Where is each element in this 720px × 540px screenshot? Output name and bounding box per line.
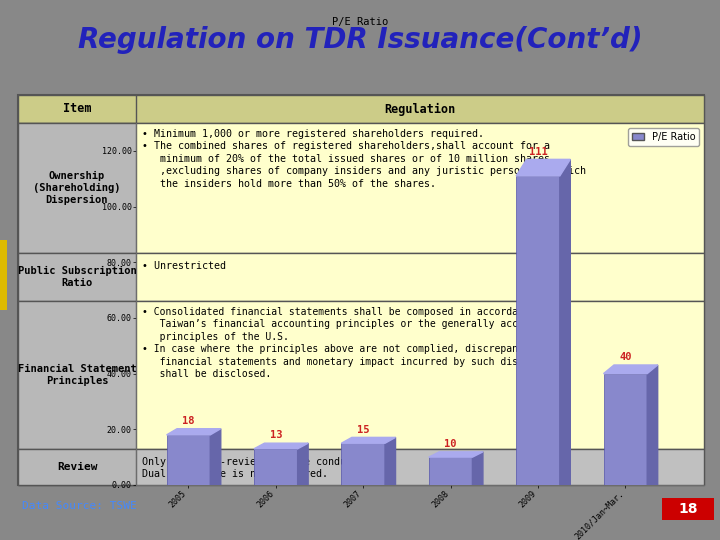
- Text: 111: 111: [528, 146, 547, 157]
- Text: • Consolidated financial statements shall be composed in accordance to
   Taiwan: • Consolidated financial statements shal…: [142, 307, 565, 379]
- Text: 15: 15: [357, 424, 369, 435]
- Text: Financial Statement
Principles: Financial Statement Principles: [17, 364, 136, 386]
- Polygon shape: [297, 443, 308, 485]
- Text: Regulation: Regulation: [384, 103, 456, 116]
- Bar: [18, 449, 136, 485]
- Text: Regulation on TDR Issuance(Cont’d): Regulation on TDR Issuance(Cont’d): [78, 26, 642, 54]
- Polygon shape: [385, 437, 395, 485]
- Polygon shape: [341, 437, 395, 443]
- Text: Data Source: TSWE: Data Source: TSWE: [22, 501, 137, 511]
- Text: Only document-review will be conducted.
Dual Diligence is not required.: Only document-review will be conducted. …: [142, 457, 376, 480]
- Polygon shape: [472, 452, 483, 485]
- Text: 18: 18: [182, 416, 194, 426]
- Bar: [18, 301, 704, 449]
- Polygon shape: [428, 452, 483, 457]
- Bar: [166, 435, 210, 485]
- Bar: [341, 443, 385, 485]
- Bar: [18, 301, 136, 449]
- Bar: [603, 374, 647, 485]
- Bar: [18, 123, 704, 253]
- Legend: P/E Ratio: P/E Ratio: [629, 128, 699, 146]
- Text: • Minimum 1,000 or more registered shareholders required.
• The combined shares : • Minimum 1,000 or more registered share…: [142, 129, 586, 188]
- Bar: [18, 95, 704, 485]
- Text: P/E Ratio: P/E Ratio: [332, 17, 388, 27]
- Text: 13: 13: [269, 430, 282, 441]
- Polygon shape: [560, 159, 570, 485]
- Polygon shape: [516, 159, 570, 176]
- Text: 40: 40: [619, 352, 631, 362]
- Bar: [0, 240, 7, 310]
- Polygon shape: [210, 429, 221, 485]
- Text: • Unrestricted: • Unrestricted: [142, 261, 226, 271]
- Bar: [254, 449, 297, 485]
- Bar: [18, 253, 704, 301]
- Text: 10: 10: [444, 439, 456, 449]
- Polygon shape: [603, 365, 657, 374]
- Bar: [662, 498, 714, 520]
- Bar: [18, 95, 704, 123]
- Bar: [18, 449, 704, 485]
- Text: Public Subscription
Ratio: Public Subscription Ratio: [17, 266, 136, 288]
- Text: Ownership
(Shareholding)
Dispersion: Ownership (Shareholding) Dispersion: [33, 171, 121, 205]
- Text: Review: Review: [57, 462, 97, 472]
- Bar: [18, 95, 136, 123]
- Text: 18: 18: [678, 502, 698, 516]
- Polygon shape: [166, 429, 221, 435]
- Text: Item: Item: [63, 103, 91, 116]
- Bar: [516, 176, 560, 485]
- Bar: [18, 253, 136, 301]
- Bar: [428, 457, 472, 485]
- Bar: [18, 123, 136, 253]
- Polygon shape: [254, 443, 308, 449]
- Polygon shape: [647, 365, 657, 485]
